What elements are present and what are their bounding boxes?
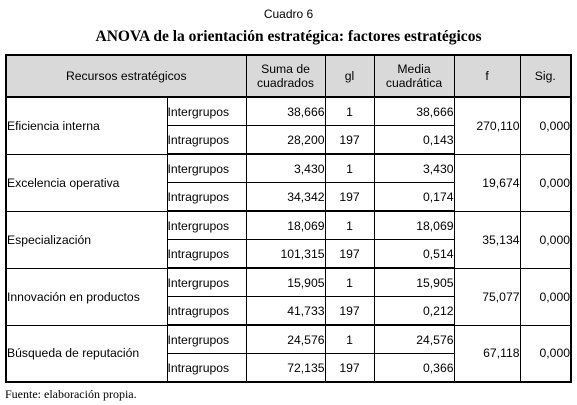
table-row: Intragrupos 28,200 197 0,143 [6,125,571,155]
sum-squares-cell: 41,733 [245,296,326,326]
table-row: Eficiencia interna Intergrupos 38,666 1 … [5,96,572,155]
sig-cell: 0,000 [519,324,572,383]
header-mean-square: Media cuadrática [373,54,455,98]
source-label: Intergrupos [166,267,247,297]
gl-cell: 1 [324,210,375,240]
table-row: Intragrupos 34,342 197 0,174 [6,182,571,212]
mean-square-cell: 0,366 [373,353,455,383]
f-cell: 35,134 [453,210,521,269]
source-label: Intergrupos [166,324,247,354]
mean-square-cell: 38,666 [373,96,455,126]
gl-cell: 197 [324,125,375,155]
anova-table: Recursos estratégicos Suma de cuadrados … [5,54,573,383]
mean-square-cell: 15,905 [373,267,455,297]
source-label: Intragrupos [166,125,247,155]
sig-cell: 0,000 [519,267,572,326]
gl-cell: 197 [324,296,375,326]
source-label: Intergrupos [166,153,247,183]
sum-squares-cell: 3,430 [245,153,326,183]
table-row: Innovación en productos Intergrupos 15,9… [5,267,572,326]
table-row: Búsqueda de reputación Intergrupos 24,57… [5,324,572,383]
source-label: Intergrupos [166,210,247,240]
f-cell: 270,110 [453,96,521,155]
sum-squares-cell: 15,905 [245,267,326,297]
table-row: Intragrupos 101,315 197 0,514 [6,239,571,269]
header-sum-squares: Suma de cuadrados [245,54,326,98]
sum-squares-cell: 38,666 [245,96,326,126]
sum-squares-cell: 18,069 [245,210,326,240]
table-row: Intragrupos 72,135 197 0,366 [6,353,571,383]
factor-label: Búsqueda de reputación [5,324,168,383]
factor-label: Innovación en productos [5,267,168,326]
table-title: ANOVA de la orientación estratégica: fac… [95,28,482,45]
f-cell: 75,077 [453,267,521,326]
source-label: Intragrupos [166,182,247,212]
sum-squares-cell: 34,342 [245,182,326,212]
gl-cell: 197 [324,182,375,212]
factor-label: Especialización [5,210,168,269]
mean-square-cell: 0,514 [373,239,455,269]
gl-cell: 1 [324,153,375,183]
gl-cell: 197 [324,353,375,383]
sig-cell: 0,000 [519,210,572,269]
source-label: Intragrupos [166,239,247,269]
table-row: Especialización Intergrupos 18,069 1 18,… [5,210,572,269]
header-sig: Sig. [519,54,572,98]
sig-cell: 0,000 [519,153,572,212]
source-label: Intragrupos [166,296,247,326]
gl-cell: 1 [324,267,375,297]
table-row: Excelencia operativa Intergrupos 3,430 1… [5,153,572,212]
mean-square-cell: 18,069 [373,210,455,240]
sum-squares-cell: 28,200 [245,125,326,155]
f-cell: 19,674 [453,153,521,212]
sig-cell: 0,000 [519,96,572,155]
gl-cell: 197 [324,239,375,269]
mean-square-cell: 0,143 [373,125,455,155]
source-note: Fuente: elaboración propia. [5,387,137,401]
table-caption: Cuadro 6 [263,7,314,21]
source-label: Intragrupos [166,353,247,383]
factor-label: Excelencia operativa [5,153,168,212]
header-gl: gl [324,54,375,98]
header-resources: Recursos estratégicos [5,54,247,98]
mean-square-cell: 0,174 [373,182,455,212]
sum-squares-cell: 72,135 [245,353,326,383]
mean-square-cell: 0,212 [373,296,455,326]
mean-square-cell: 3,430 [373,153,455,183]
mean-square-cell: 24,576 [373,324,455,354]
factor-label: Eficiencia interna [5,96,168,155]
f-cell: 67,118 [453,324,521,383]
sum-squares-cell: 24,576 [245,324,326,354]
header-f: f [453,54,521,98]
sum-squares-cell: 101,315 [245,239,326,269]
source-label: Intergrupos [166,96,247,126]
gl-cell: 1 [324,324,375,354]
gl-cell: 1 [324,96,375,126]
table-row: Intragrupos 41,733 197 0,212 [6,296,571,326]
